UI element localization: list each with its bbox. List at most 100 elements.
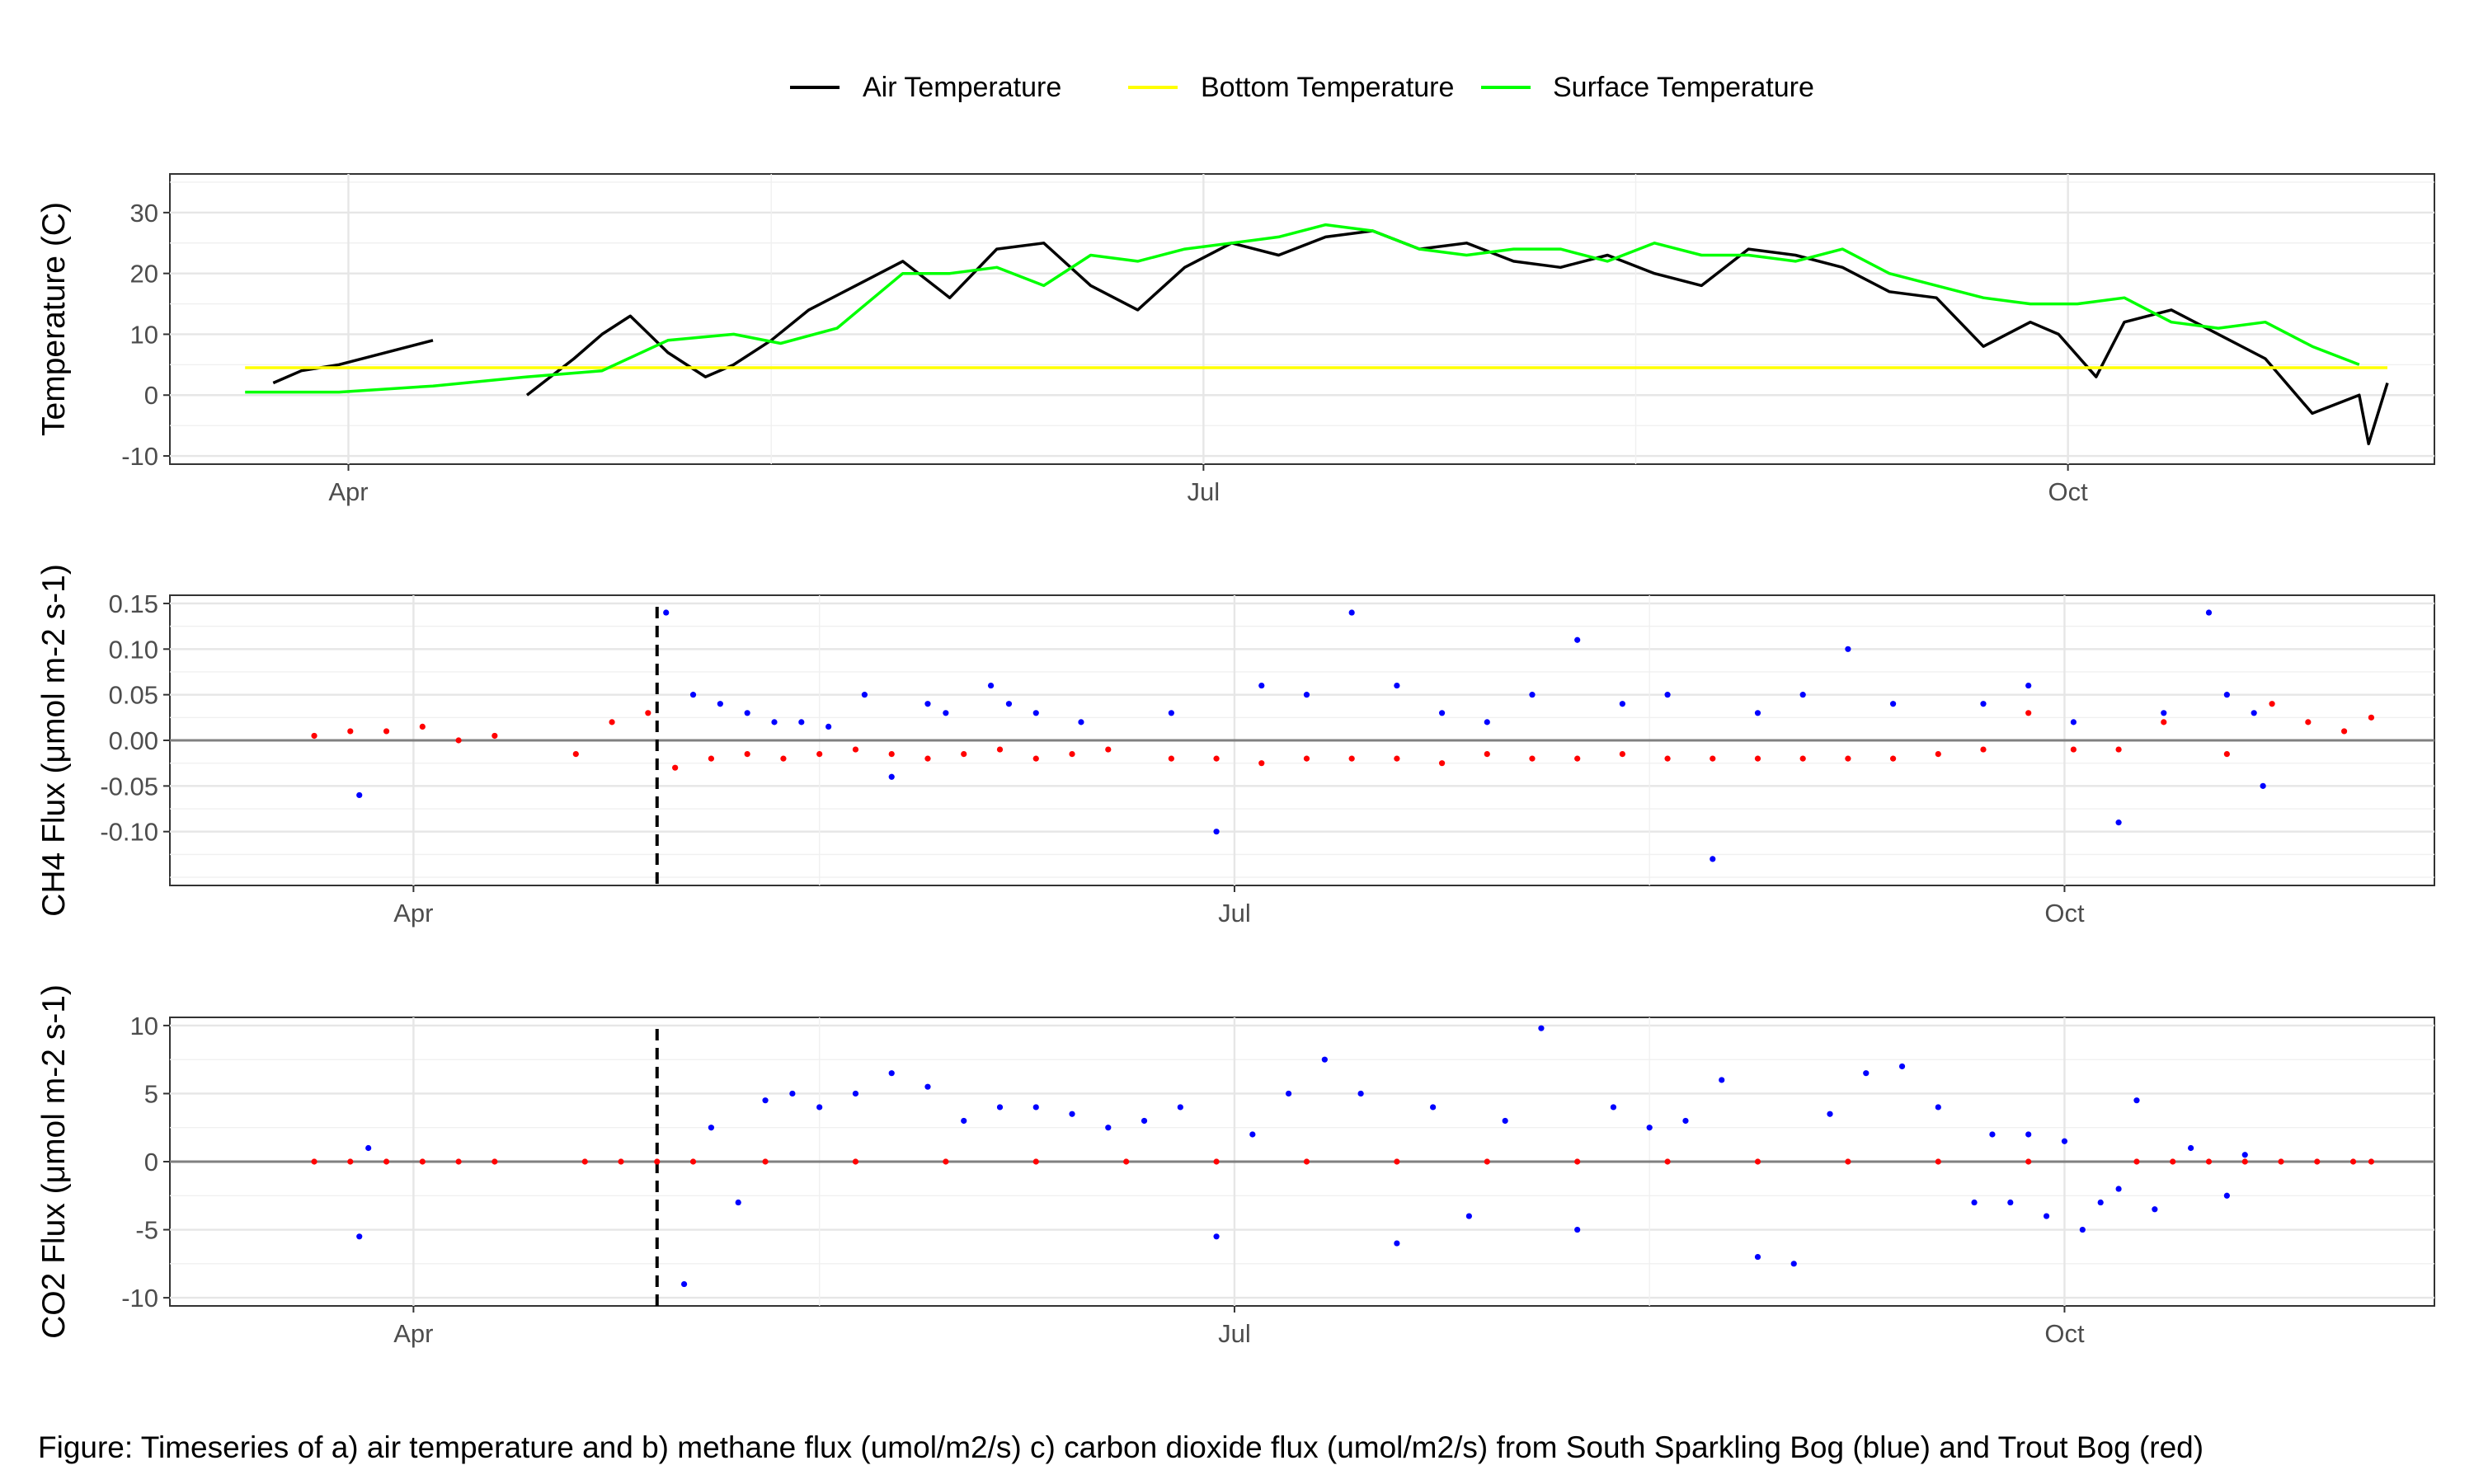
data-point-south-sparkling-bog <box>1258 682 1265 689</box>
data-point-trout-bog <box>1619 751 1625 758</box>
data-point-south-sparkling-bog <box>1529 692 1536 698</box>
y-tick-label: 20 <box>130 260 158 289</box>
data-point-trout-bog <box>1754 1158 1761 1165</box>
y-tick-label: 0 <box>144 381 158 410</box>
data-point-trout-bog <box>2340 728 2348 735</box>
data-point-south-sparkling-bog <box>943 710 949 716</box>
data-point-trout-bog <box>492 732 498 740</box>
data-point-south-sparkling-bog <box>2079 1226 2086 1233</box>
data-point-south-sparkling-bog <box>1971 1199 1978 1206</box>
data-point-south-sparkling-bog <box>1321 1056 1328 1063</box>
data-point-south-sparkling-bog <box>1610 1104 1617 1111</box>
data-point-trout-bog <box>455 1158 462 1165</box>
data-point-trout-bog <box>996 746 1004 753</box>
data-point-trout-bog <box>1935 751 1941 758</box>
data-point-south-sparkling-bog <box>1574 636 1581 643</box>
data-point-trout-bog <box>2223 751 2230 758</box>
data-point-south-sparkling-bog <box>708 1125 715 1131</box>
data-point-south-sparkling-bog <box>1141 1117 1148 1125</box>
data-point-trout-bog <box>780 755 787 762</box>
data-point-south-sparkling-bog <box>1069 1111 1075 1117</box>
data-point-trout-bog <box>383 1158 390 1165</box>
series-line-air-temperature <box>272 229 2389 446</box>
x-tick-label: Jul <box>1218 899 1251 928</box>
y-tick-label: -10 <box>121 1284 158 1313</box>
y-tick-label: -0.05 <box>100 772 158 801</box>
legend-label-air-temperature: Air Temperature <box>863 72 1061 103</box>
data-point-trout-bog <box>2170 1158 2176 1165</box>
data-point-south-sparkling-bog <box>1465 1213 1472 1219</box>
data-point-south-sparkling-bog <box>1754 1253 1761 1261</box>
data-point-trout-bog <box>1032 755 1039 762</box>
data-point-south-sparkling-bog <box>1845 646 1851 652</box>
data-point-south-sparkling-bog <box>2188 1144 2194 1152</box>
data-point-trout-bog <box>1438 760 1446 767</box>
data-point-south-sparkling-bog <box>1168 710 1174 716</box>
y-tick-label: 0.10 <box>109 635 158 664</box>
temperature-plot-area <box>169 173 2435 465</box>
legend: Air Temperature Bottom Temperature Surfa… <box>790 72 1814 103</box>
data-point-trout-bog <box>1258 760 1265 767</box>
data-point-south-sparkling-bog <box>2260 782 2266 789</box>
data-point-trout-bog <box>2115 746 2122 753</box>
data-point-trout-bog <box>2278 1158 2284 1165</box>
data-point-south-sparkling-bog <box>1898 1063 1906 1070</box>
data-point-south-sparkling-bog <box>2223 1192 2230 1199</box>
data-point-south-sparkling-bog <box>1827 1111 1833 1117</box>
data-point-trout-bog <box>419 723 426 730</box>
y-tick-label: -10 <box>121 442 158 471</box>
data-point-south-sparkling-bog <box>852 1090 859 1097</box>
data-point-south-sparkling-bog <box>1754 710 1761 716</box>
data-point-south-sparkling-bog <box>1394 1240 1400 1247</box>
data-point-south-sparkling-bog <box>1799 692 1806 698</box>
data-point-trout-bog <box>492 1158 498 1165</box>
data-point-south-sparkling-bog <box>744 710 750 716</box>
data-point-south-sparkling-bog <box>1213 1233 1220 1240</box>
data-point-south-sparkling-bog <box>2161 710 2167 716</box>
data-point-trout-bog <box>347 1158 354 1165</box>
data-point-trout-bog <box>1032 1158 1039 1165</box>
data-point-south-sparkling-bog <box>1285 1090 1292 1097</box>
data-point-south-sparkling-bog <box>2251 710 2257 716</box>
x-tick-label: Apr <box>393 899 433 928</box>
data-point-trout-bog <box>816 751 823 758</box>
y-tick-label: 0 <box>144 1148 158 1176</box>
data-point-south-sparkling-bog <box>1430 1104 1437 1111</box>
data-point-trout-bog <box>2368 714 2375 721</box>
data-point-trout-bog <box>581 1158 588 1165</box>
y-tick-label: 30 <box>130 199 158 228</box>
data-point-south-sparkling-bog <box>2043 1213 2050 1219</box>
data-point-south-sparkling-bog <box>2223 692 2230 698</box>
data-point-trout-bog <box>455 737 462 744</box>
data-point-south-sparkling-bog <box>888 1070 895 1077</box>
x-tick-label: Oct <box>2044 1319 2085 1348</box>
data-point-trout-bog <box>347 728 354 735</box>
data-point-trout-bog <box>1664 1158 1671 1165</box>
y-tick-label: -0.10 <box>100 818 158 847</box>
data-point-trout-bog <box>852 1158 859 1165</box>
legend-label-bottom-temperature: Bottom Temperature <box>1201 72 1454 103</box>
data-point-south-sparkling-bog <box>987 682 995 689</box>
data-point-south-sparkling-bog <box>1935 1104 1941 1111</box>
data-point-trout-bog <box>609 719 615 726</box>
data-point-south-sparkling-bog <box>1574 1226 1581 1233</box>
data-point-trout-bog <box>1069 751 1075 758</box>
data-point-south-sparkling-bog <box>996 1104 1004 1111</box>
y-tick-label: 10 <box>130 320 158 349</box>
data-point-trout-bog <box>1710 755 1716 762</box>
data-point-south-sparkling-bog <box>1032 1104 1039 1111</box>
data-point-south-sparkling-bog <box>861 692 868 698</box>
data-point-south-sparkling-bog <box>1889 701 1897 707</box>
data-point-trout-bog <box>762 1158 769 1165</box>
data-point-trout-bog <box>2205 1158 2213 1165</box>
data-point-trout-bog <box>572 751 579 758</box>
data-point-trout-bog <box>961 751 967 758</box>
x-tick-label: Apr <box>328 477 368 506</box>
data-point-south-sparkling-bog <box>2025 1131 2032 1138</box>
data-point-south-sparkling-bog <box>825 723 832 730</box>
data-point-trout-bog <box>1529 755 1536 762</box>
data-point-south-sparkling-bog <box>1348 609 1355 616</box>
data-point-south-sparkling-bog <box>771 719 778 726</box>
data-point-trout-bog <box>654 1158 661 1165</box>
ch4-y-axis-title: CH4 Flux (μmol m-2 s-1) <box>36 564 72 917</box>
